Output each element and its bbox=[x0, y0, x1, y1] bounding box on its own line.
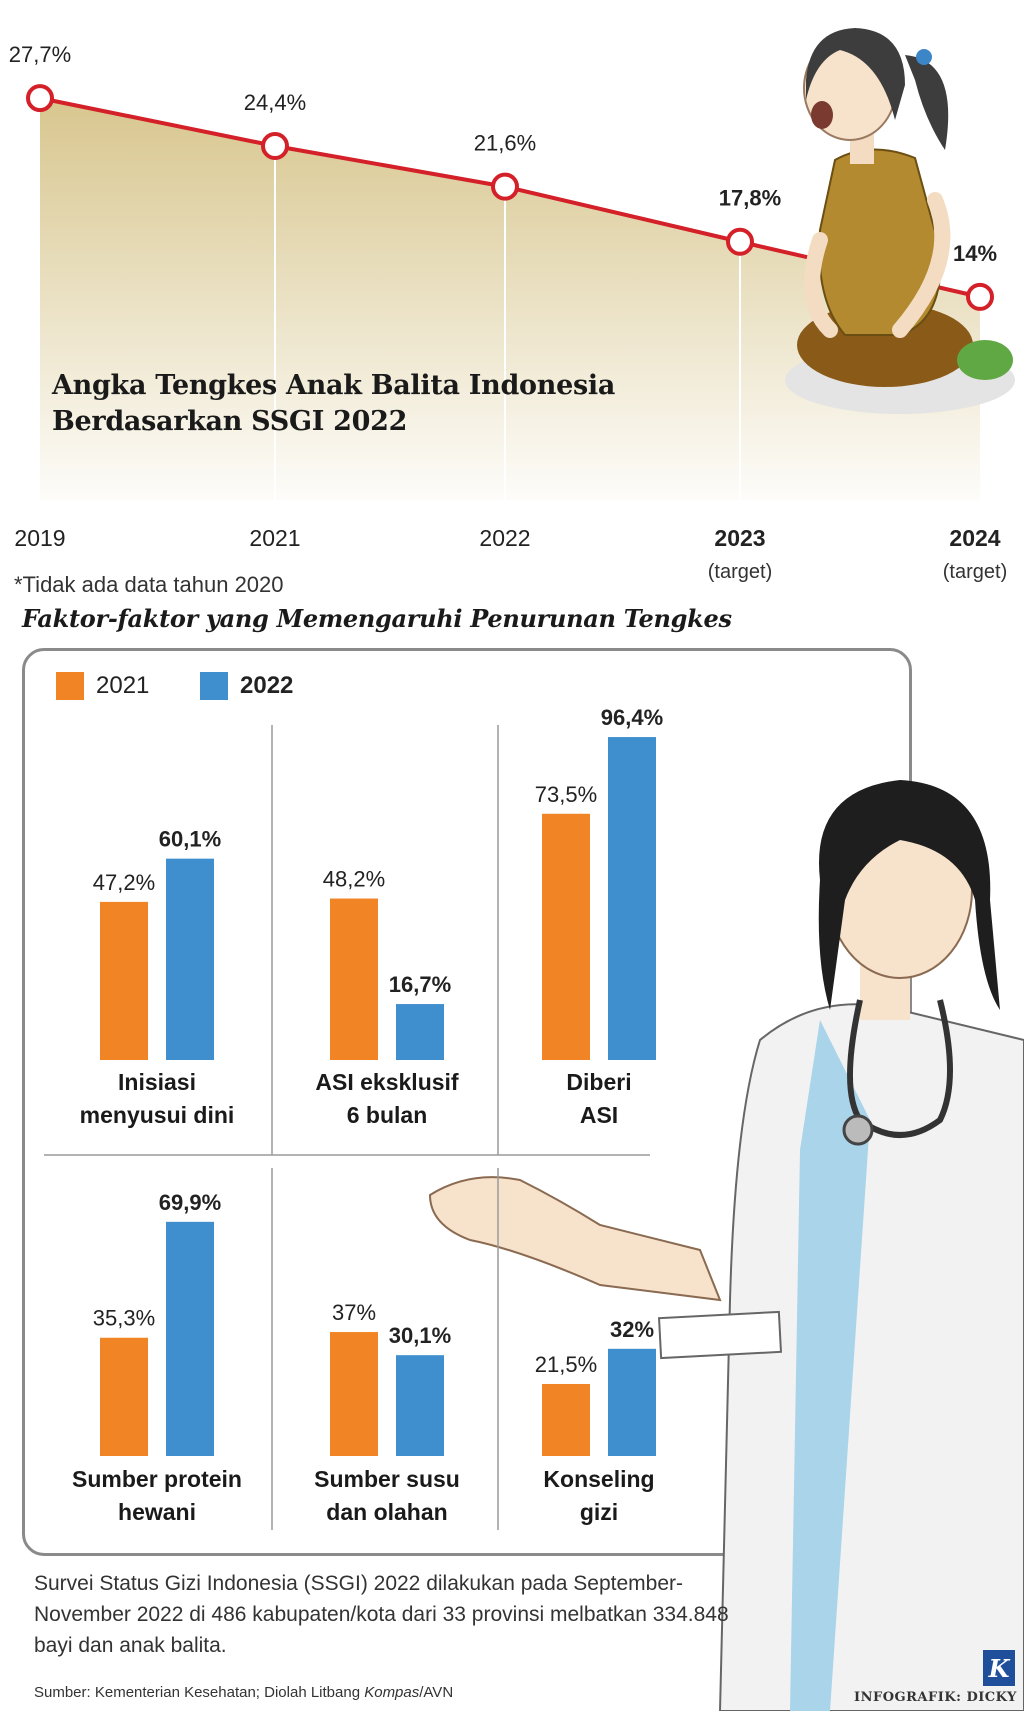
category-label: Sumber susu bbox=[314, 1466, 460, 1492]
x-tick-label: 2022 bbox=[479, 525, 530, 551]
doctor-illustration bbox=[428, 780, 1024, 1711]
bar bbox=[166, 1221, 214, 1456]
bar bbox=[542, 813, 590, 1060]
value-label: 24,4% bbox=[244, 90, 306, 115]
bar bbox=[100, 901, 148, 1060]
bar-value-label: 16,7% bbox=[389, 972, 451, 997]
legend-swatch-2021 bbox=[56, 672, 84, 700]
category-label: Sumber protein bbox=[72, 1466, 242, 1492]
bar bbox=[396, 1355, 444, 1456]
legend-swatch-2022 bbox=[200, 672, 228, 700]
line-chart-title-line1: Angka Tengkes Anak Balita Indonesia bbox=[52, 370, 616, 401]
source-suffix: /AVN bbox=[419, 1684, 454, 1701]
legend-2021: 2021 bbox=[56, 672, 149, 700]
bar bbox=[396, 1004, 444, 1060]
category-label: 6 bulan bbox=[347, 1102, 428, 1128]
bar-value-label: 60,1% bbox=[159, 827, 221, 852]
category-label: hewani bbox=[118, 1499, 196, 1525]
bar bbox=[330, 1332, 378, 1456]
category-label: ASI bbox=[580, 1102, 618, 1128]
bar-value-label: 35,3% bbox=[93, 1306, 155, 1331]
category-label: Inisiasi bbox=[118, 1069, 196, 1095]
data-point bbox=[26, 84, 54, 113]
data-point bbox=[726, 227, 754, 256]
bar-value-label: 30,1% bbox=[389, 1323, 451, 1348]
value-label: 17,8% bbox=[719, 186, 781, 211]
bar bbox=[542, 1383, 590, 1456]
bar-value-label: 69,9% bbox=[159, 1190, 221, 1215]
legend-label-2021: 2021 bbox=[96, 672, 150, 699]
bar-value-label: 96,4% bbox=[601, 705, 663, 730]
bar bbox=[330, 898, 378, 1060]
x-tick-label: 2019 bbox=[14, 525, 65, 551]
source-line: Sumber: Kementerian Kesehatan; Diolah Li… bbox=[34, 1684, 453, 1701]
x-tick-label: 2023 bbox=[714, 525, 765, 551]
bar-value-label: 32% bbox=[610, 1317, 654, 1342]
bar bbox=[608, 737, 656, 1060]
survey-footer: Survei Status Gizi Indonesia (SSGI) 2022… bbox=[34, 1572, 729, 1657]
category-label: menyusui dini bbox=[80, 1102, 235, 1128]
line-chart-title: Angka Tengkes Anak Balita Indonesia Berd… bbox=[52, 368, 615, 440]
factors-title: Faktor-faktor yang Memengaruhi Penurunan… bbox=[22, 604, 732, 633]
bar bbox=[166, 858, 214, 1060]
value-label: 27,7% bbox=[9, 42, 71, 67]
legend-2022: 2022 bbox=[200, 672, 293, 700]
category-label: ASI eksklusif bbox=[315, 1069, 459, 1095]
source-prefix: Sumber: Kementerian Kesehatan; Diolah Li… bbox=[34, 1684, 365, 1701]
data-point bbox=[491, 172, 519, 201]
bar-value-label: 21,5% bbox=[535, 1352, 597, 1377]
legend-label-2022: 2022 bbox=[240, 672, 294, 699]
data-point bbox=[966, 282, 994, 311]
line-chart-subtitle: Berdasarkan SSGI 2022 bbox=[52, 406, 408, 437]
value-label: 14% bbox=[953, 241, 997, 266]
bar bbox=[608, 1348, 656, 1456]
x-tick-sublabel: (target) bbox=[943, 561, 1007, 583]
x-tick-sublabel: (target) bbox=[708, 561, 772, 583]
bar-value-label: 37% bbox=[332, 1300, 376, 1325]
category-label: gizi bbox=[580, 1499, 618, 1525]
infographic-credit: INFOGRAFIK: DICKY bbox=[854, 1690, 1017, 1705]
data-point bbox=[261, 131, 289, 160]
stunting-line-chart: 27,7% 2019 24,4% 2021 21,6% 2022 17,8% 2023 (tar… bbox=[9, 28, 1015, 583]
bar-value-label: 48,2% bbox=[323, 867, 385, 892]
bar-value-label: 47,2% bbox=[93, 870, 155, 895]
kompas-logo: K bbox=[983, 1650, 1015, 1686]
x-tick-label: 2021 bbox=[249, 525, 300, 551]
value-label: 21,6% bbox=[474, 131, 536, 156]
category-label: Konseling bbox=[543, 1466, 654, 1492]
bar-value-label: 73,5% bbox=[535, 782, 597, 807]
no-data-note: *Tidak ada data tahun 2020 bbox=[14, 572, 284, 597]
source-italic: Kompas bbox=[364, 1684, 420, 1701]
bar bbox=[100, 1337, 148, 1456]
category-label: dan olahan bbox=[326, 1499, 447, 1525]
category-label: Diberi bbox=[566, 1069, 631, 1095]
child-illustration bbox=[785, 28, 1015, 414]
x-tick-label: 2024 bbox=[949, 525, 1000, 551]
